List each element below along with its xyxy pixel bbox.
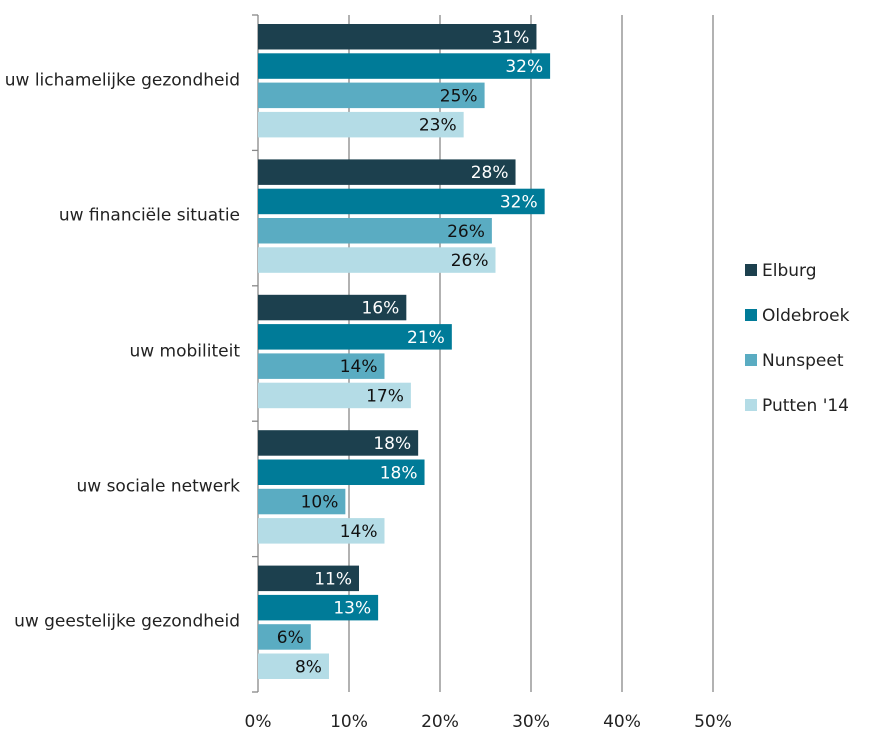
bar bbox=[258, 624, 311, 650]
x-tick-label: 10% bbox=[330, 712, 368, 732]
legend-label: Nunspeet bbox=[762, 351, 844, 371]
category-label-box: uw mobiliteit bbox=[129, 340, 240, 363]
data-label: 8% bbox=[295, 657, 322, 677]
category-label-box: uw sociale netwerk bbox=[76, 475, 240, 498]
data-label: 14% bbox=[340, 357, 378, 377]
x-tick-label: 50% bbox=[694, 712, 732, 732]
bar bbox=[258, 353, 385, 379]
data-label: 14% bbox=[340, 522, 378, 542]
legend-label: Putten '14 bbox=[762, 396, 849, 416]
bar bbox=[258, 430, 419, 456]
bar bbox=[258, 459, 425, 485]
bar bbox=[258, 218, 492, 244]
legend-swatch bbox=[745, 309, 757, 321]
data-label: 28% bbox=[471, 163, 509, 183]
bar bbox=[258, 324, 452, 350]
data-label: 17% bbox=[366, 386, 404, 406]
data-label: 6% bbox=[277, 628, 304, 648]
data-label: 21% bbox=[407, 328, 445, 348]
category-label-box: uw lichamelijke gezondheid bbox=[5, 69, 240, 92]
x-tick-label: 40% bbox=[603, 712, 641, 732]
data-label: 18% bbox=[380, 463, 418, 483]
category-label-box: uw geestelijke gezondheid bbox=[14, 611, 240, 634]
bar bbox=[258, 565, 360, 592]
bar bbox=[258, 518, 385, 544]
bar bbox=[258, 111, 464, 138]
data-label: 10% bbox=[301, 493, 339, 513]
legend-label: Oldebroek bbox=[762, 306, 850, 326]
data-label: 16% bbox=[362, 299, 400, 319]
data-label: 25% bbox=[440, 86, 478, 106]
bar bbox=[258, 24, 537, 50]
data-label: 13% bbox=[333, 599, 371, 619]
category-label-box: uw financiële situatie bbox=[59, 205, 240, 228]
legend-label: Elburg bbox=[762, 261, 817, 281]
legend-swatch bbox=[745, 264, 757, 276]
bar bbox=[258, 382, 411, 409]
data-label: 32% bbox=[505, 57, 543, 77]
legend-swatch bbox=[745, 354, 757, 366]
data-label: 31% bbox=[492, 28, 530, 48]
y-tick-label: uw lichamelijke gezondheid bbox=[4, 70, 240, 91]
bar bbox=[258, 82, 485, 109]
bar bbox=[258, 488, 346, 515]
data-label: 23% bbox=[419, 116, 457, 136]
data-label: 11% bbox=[314, 569, 352, 589]
y-tick-label: uw geestelijke gezondheid bbox=[14, 611, 240, 632]
bar bbox=[258, 294, 407, 321]
bar bbox=[258, 188, 545, 215]
bar bbox=[258, 247, 496, 273]
bar bbox=[258, 159, 516, 185]
bar bbox=[258, 53, 551, 79]
data-label: 26% bbox=[447, 222, 485, 242]
data-label: 26% bbox=[451, 251, 489, 271]
x-tick-label: 20% bbox=[421, 712, 459, 732]
x-tick-label: 30% bbox=[512, 712, 550, 732]
y-tick-label: uw mobiliteit bbox=[129, 341, 240, 361]
bar bbox=[258, 594, 379, 621]
y-tick-label: uw sociale netwerk bbox=[76, 476, 240, 497]
data-label: 32% bbox=[500, 192, 538, 212]
bar bbox=[258, 653, 329, 679]
data-label: 18% bbox=[373, 434, 411, 454]
y-tick-label: uw financiële situatie bbox=[58, 205, 240, 226]
legend-swatch bbox=[745, 399, 757, 411]
x-tick-label: 0% bbox=[245, 712, 272, 732]
